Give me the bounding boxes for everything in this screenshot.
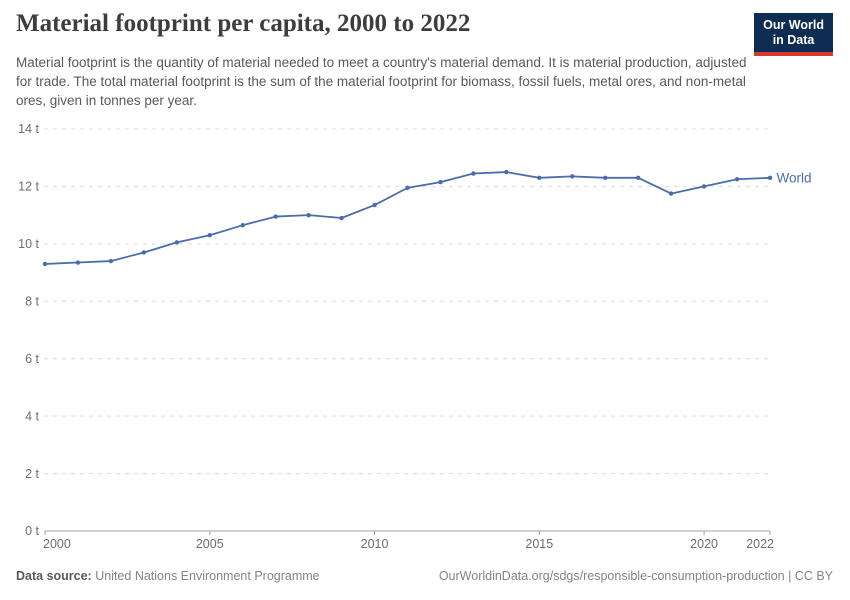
x-tick-label: 2015 xyxy=(525,537,553,551)
chart-subtitle: Material footprint is the quantity of ma… xyxy=(16,55,747,108)
data-point[interactable] xyxy=(108,258,114,264)
data-point[interactable] xyxy=(570,174,575,179)
data-point[interactable] xyxy=(734,177,740,182)
owid-logo[interactable]: Our World in Data xyxy=(754,13,833,56)
data-point[interactable] xyxy=(273,214,278,219)
data-point[interactable] xyxy=(240,222,245,228)
data-point[interactable] xyxy=(635,175,641,181)
x-tick-label: 2000 xyxy=(43,537,71,551)
y-tick-label: 14 t xyxy=(18,122,39,136)
owid-logo-line2: in Data xyxy=(772,33,815,47)
x-tick-label: 2010 xyxy=(361,537,389,551)
x-tick-label: 2020 xyxy=(690,537,718,551)
line-chart-svg: 0 t 2 t 4 t 6 t 8 t 10 t 12 t 14 t 2000 2005 2010 2… xyxy=(18,122,812,551)
data-point[interactable] xyxy=(701,184,707,189)
y-tick-label: 8 t xyxy=(25,294,39,308)
data-point[interactable] xyxy=(339,215,344,221)
data-point[interactable] xyxy=(603,175,608,181)
data-point[interactable] xyxy=(405,185,410,191)
y-tick-label: 12 t xyxy=(18,180,39,194)
y-tick-label: 6 t xyxy=(25,352,39,366)
plot-area: 0 t 2 t 4 t 6 t 8 t 10 t 12 t 14 t 2000 2005 2010 2… xyxy=(0,110,850,570)
data-point[interactable] xyxy=(174,240,180,245)
data-source-label: Data source: xyxy=(16,569,92,583)
data-point[interactable] xyxy=(537,175,542,181)
data-point[interactable] xyxy=(75,260,81,265)
data-point[interactable] xyxy=(141,250,147,255)
data-point[interactable] xyxy=(471,171,476,176)
x-tick-label: 2022 xyxy=(746,537,774,551)
data-source: Data source: United Nations Environment … xyxy=(16,569,320,583)
data-point[interactable] xyxy=(668,191,674,196)
data-point[interactable] xyxy=(767,175,773,181)
y-tick-label: 0 t xyxy=(25,524,39,538)
owid-logo-line1: Our World xyxy=(763,18,824,32)
data-point[interactable] xyxy=(372,202,377,208)
data-point[interactable] xyxy=(438,179,443,185)
credit-link[interactable]: OurWorldinData.org/sdgs/responsible-cons… xyxy=(438,569,833,583)
y-tick-label: 10 t xyxy=(18,237,39,251)
data-point[interactable] xyxy=(504,169,509,175)
y-tick-label: 2 t xyxy=(25,467,39,481)
chart-title: Material footprint per capita, 2000 to 2… xyxy=(16,10,471,37)
y-tick-label: 4 t xyxy=(25,409,39,423)
data-point[interactable] xyxy=(207,233,212,238)
series-label-world[interactable]: World xyxy=(777,170,812,185)
x-tick-label: 2005 xyxy=(196,537,224,551)
data-source-value: United Nations Environment Programme xyxy=(91,569,320,583)
data-point[interactable] xyxy=(42,261,48,267)
data-point[interactable] xyxy=(306,212,311,218)
